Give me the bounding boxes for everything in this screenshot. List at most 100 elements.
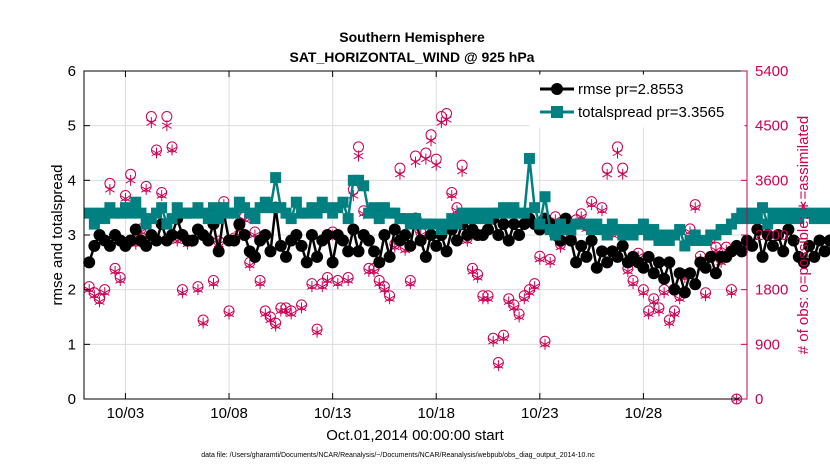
assimilated-obs-point [700,290,711,302]
totalspread-point [518,207,530,219]
assimilated-obs-point [669,308,680,320]
y-tick-label-left: 6 [68,63,76,80]
totalspread-point [88,218,100,230]
rmse-point [652,256,665,269]
asterisk-stroke [374,280,385,287]
rmse-point [347,223,360,236]
asterisk-stroke [379,286,390,293]
rmse-point [507,218,520,231]
assimilated-obs-point [410,156,421,168]
asterisk-stroke [467,268,478,275]
rmse-point [305,229,318,241]
rmse-point [342,245,355,258]
assimilated-obs-point [177,287,188,299]
totalspread-point [99,213,111,225]
rmse-point [300,256,313,269]
y-tick-label-left: 4 [68,172,76,189]
assimilated-obs-point [690,202,701,214]
asterisk-stroke [488,338,499,345]
legend-rmse-marker [551,83,563,95]
assimilated-obs-point [457,165,468,177]
assimilated-obs-point [659,287,670,299]
legend-spread-label: totalspread pr=3.3565 [578,104,724,121]
rmse-point [673,267,686,280]
rmse-point [264,245,277,258]
rmse-point [684,267,697,280]
rmse-point [295,239,308,252]
asterisk-stroke [664,319,675,327]
asterisk-stroke [369,268,380,275]
rmse-point [699,261,712,274]
rmse-point [280,250,293,263]
assimilated-obs-point [343,275,354,287]
rmse-point [590,261,603,274]
asterisk-stroke [638,289,649,296]
asterisk-stroke [534,256,545,263]
rmse-point [570,256,583,269]
assimilated-obs-point [244,259,255,271]
rmse-point [756,250,769,263]
rmse-point [709,267,722,280]
asterisk-stroke [457,168,468,175]
assimilated-obs-point [653,305,664,317]
totalspread-point [130,196,142,208]
asterisk-stroke [431,161,442,169]
asterisk-stroke [420,155,431,163]
rmse-point [492,229,505,241]
asterisk-stroke [141,186,152,193]
assimilated-obs-point [508,302,519,314]
assimilated-obs-point [353,150,364,162]
rmse-point [689,278,702,291]
asterisk-stroke [586,201,597,208]
asterisk-stroke [192,286,203,293]
assimilated-obs-point [586,199,597,211]
asterisk-stroke [628,280,639,287]
rmse-point [813,234,826,247]
totalspread-point [207,202,219,214]
assimilated-obs-point [379,284,390,296]
rmse-point [772,229,785,241]
totalspread-point [342,213,354,225]
asterisk-stroke [441,116,452,123]
rmse-point [450,234,463,247]
assimilated-obs-point [286,308,297,320]
assimilated-obs-point [483,293,494,305]
totalspread-point [529,202,541,214]
assimilated-obs-point [115,275,126,287]
assimilated-obs-point [224,308,235,320]
asterisk-stroke [617,171,628,178]
asterisk-stroke [255,280,266,287]
asterisk-stroke [659,289,670,296]
asterisk-stroke [167,146,178,154]
assimilated-obs-point [519,293,530,305]
asterisk-stroke [120,195,131,202]
x-tick-label: 10/03 [107,405,145,422]
rmse-point [663,256,676,269]
assimilated-obs-point [467,265,478,277]
totalspread-point [757,202,769,214]
right-axis-label: # of obs: o=possible; ∗=assimilated [795,116,812,355]
asterisk-stroke [514,313,525,321]
rmse-point [88,239,101,252]
rmse-point [585,234,598,247]
asterisk-stroke [296,304,307,312]
asterisk-stroke [125,177,136,184]
y-tick-label-right: 900 [755,336,780,353]
asterisk-stroke [161,122,172,129]
assimilated-obs-point [472,272,483,284]
rmse-point [497,218,510,231]
totalspread-point [166,213,178,225]
asterisk-stroke [332,280,343,287]
assimilated-obs-point [374,278,385,290]
totalspread-point [373,213,385,225]
asterisk-stroke [653,307,664,315]
rmse-point [658,272,671,285]
asterisk-stroke [446,192,457,199]
assimilated-obs-point [638,287,649,299]
x-tick-label: 10/23 [521,405,559,422]
rmse-point [797,256,810,269]
asterisk-stroke [270,322,281,330]
assimilated-obs-point [446,190,457,202]
assimilated-obs-point [363,265,374,277]
